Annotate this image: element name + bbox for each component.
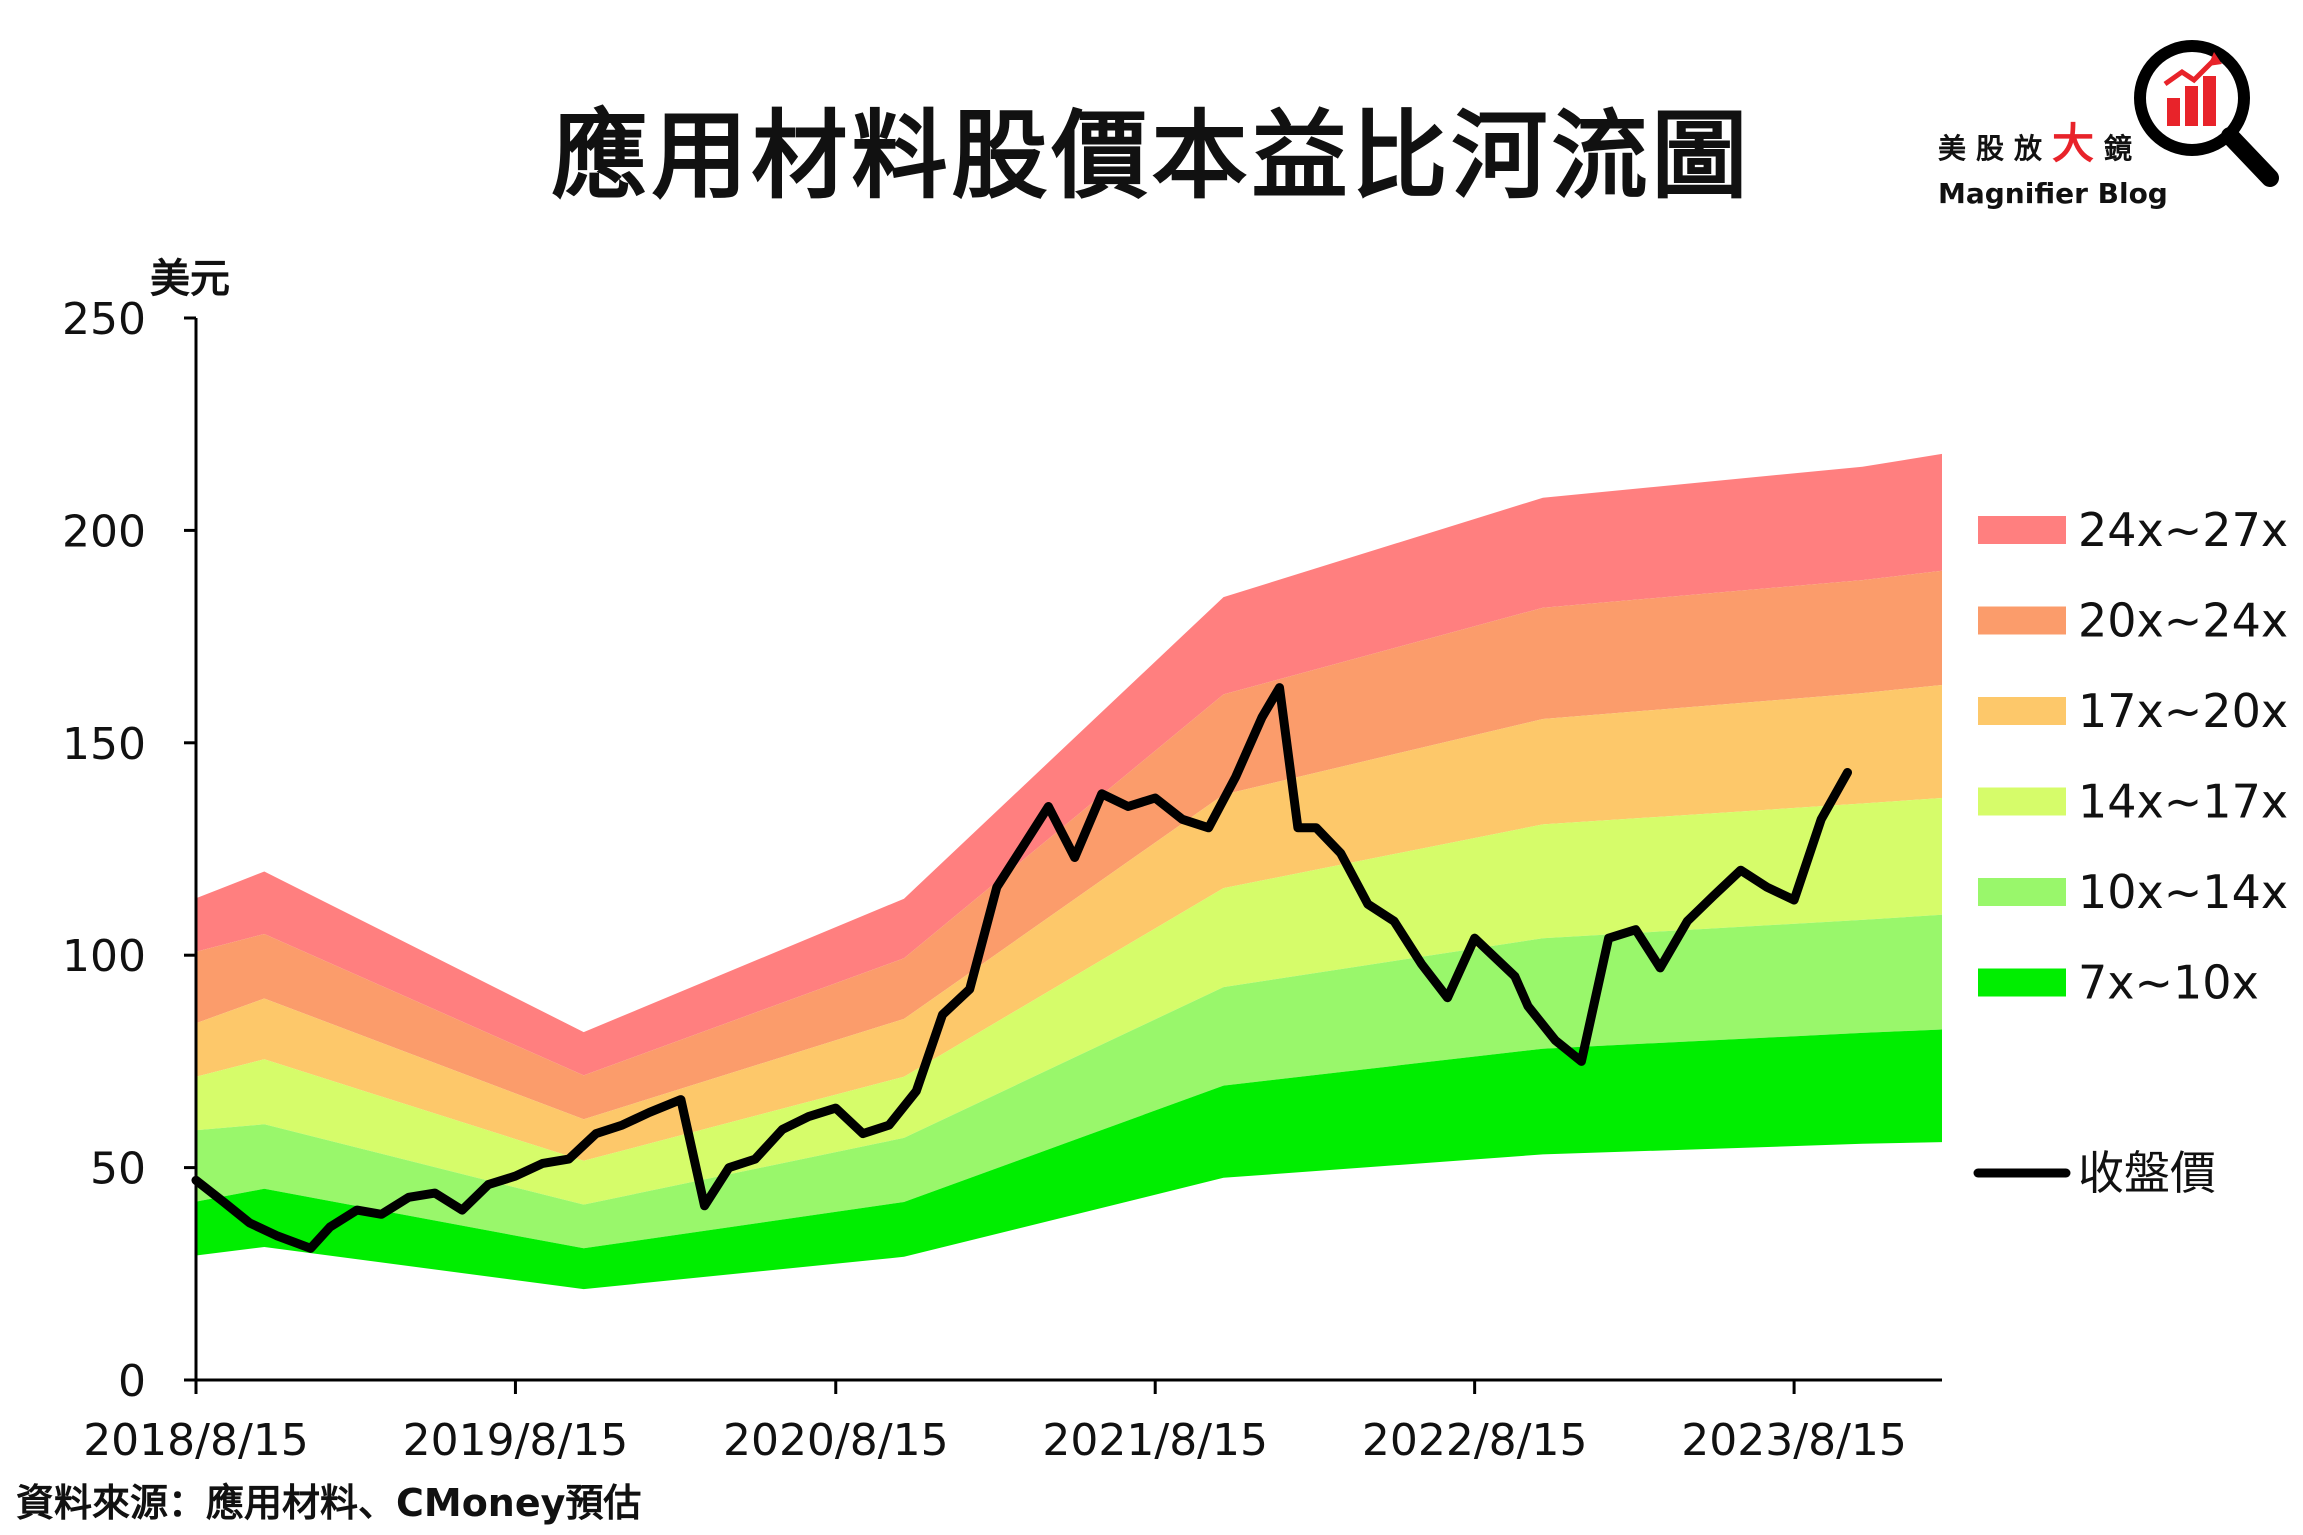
logo-cn: 美股放大鏡	[1938, 110, 2168, 171]
y-tick-label: 250	[62, 294, 146, 345]
x-tick-label: 2022/8/15	[1362, 1415, 1588, 1466]
x-tick-label: 2019/8/15	[403, 1415, 629, 1466]
legend-label: 24x~27x	[2078, 503, 2288, 557]
legend-label: 14x~17x	[2078, 775, 2288, 829]
chart-title: 應用材料股價本益比河流圖	[551, 100, 1752, 212]
x-tick-label: 2023/8/15	[1681, 1415, 1907, 1466]
legend-swatch-7x~10x	[1978, 968, 2066, 997]
logo-cn-big: 大	[2052, 119, 2105, 168]
band-7x~10x	[196, 1029, 1942, 1290]
logo-en: Magnifier Blog	[1938, 177, 2168, 210]
x-tick-label: 2020/8/15	[723, 1415, 949, 1466]
legend-swatch-24x~27x	[1978, 516, 2066, 544]
price-series	[191, 683, 1852, 1253]
x-tick-label: 2018/8/15	[83, 1415, 309, 1466]
source-note: 資料來源：應用材料、CMoney預估	[16, 1481, 642, 1525]
pe-bands	[196, 453, 1942, 1290]
band-14x~17x	[196, 798, 1942, 1205]
legend-swatch-14x~17x	[1978, 787, 2066, 816]
y-tick-label: 50	[90, 1144, 146, 1195]
magnifier-bar-chart-icon	[2134, 40, 2279, 187]
closing-price-line	[191, 683, 1852, 1253]
legend-swatch-20x~24x	[1978, 606, 2066, 635]
y-tick-label: 200	[62, 506, 146, 557]
band-10x~14x	[196, 914, 1942, 1249]
band-24x~27x	[196, 453, 1942, 1076]
legend-label: 10x~14x	[2078, 865, 2288, 919]
legend-swatch-10x~14x	[1978, 878, 2066, 906]
legend-label: 7x~10x	[2078, 956, 2259, 1010]
legend-label: 收盤價	[2078, 1146, 2216, 1200]
legend-label: 17x~20x	[2078, 684, 2288, 738]
logo-cn-prefix: 美股放	[1938, 132, 2053, 165]
legend-swatch-17x~20x	[1978, 697, 2066, 725]
x-tick-label: 2021/8/15	[1042, 1415, 1268, 1466]
y-tick-label: 150	[62, 719, 146, 770]
y-tick-label: 100	[62, 931, 146, 982]
band-17x~20x	[196, 685, 1942, 1161]
logo: 美股放大鏡 Magnifier Blog	[1938, 110, 2168, 210]
logo-cn-suffix: 鏡	[2104, 132, 2143, 165]
legend: 24x~27x 20x~24x 17x~20x 14x~17x 10x~14x 7x~10…	[1973, 503, 2288, 1200]
legend-label: 20x~24x	[2078, 594, 2288, 648]
y-axis-label: 美元	[150, 256, 230, 302]
y-tick-label: 0	[118, 1356, 146, 1407]
